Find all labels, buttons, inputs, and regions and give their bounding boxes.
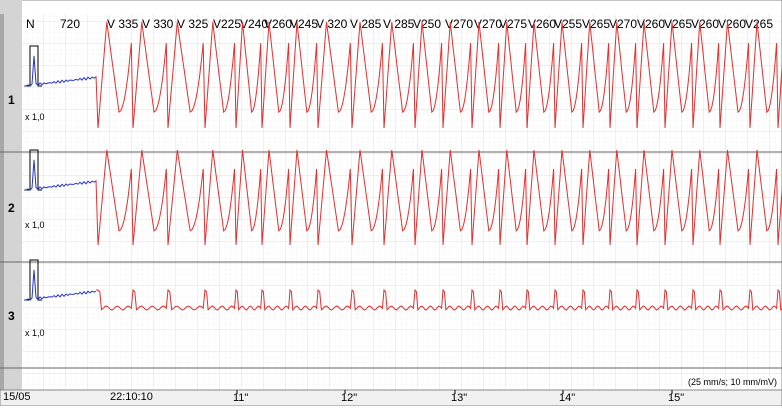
lead-column-edge (0, 14, 4, 390)
second-label: 15" (668, 392, 684, 404)
beat-label: V260 (718, 17, 746, 31)
grid (22, 14, 781, 390)
beat-label: V265 (664, 17, 692, 31)
beat-label: V270 (474, 17, 502, 31)
lead-number: 1 (8, 93, 15, 107)
baseline-trace (24, 159, 97, 191)
lead-gain: x 1,0 (25, 328, 45, 338)
beat-label: V260 (691, 17, 719, 31)
beat-label: V240 (240, 17, 268, 31)
ecg-trace (96, 288, 782, 312)
beat-label: V265 (582, 17, 610, 31)
date: 15/05 (3, 391, 31, 403)
beat-label: V 335 (107, 17, 139, 31)
beat-label: V275 (499, 17, 527, 31)
speed: (25 mm/s; 10 mm/mV) (688, 377, 777, 387)
beat-label: V270 (609, 17, 637, 31)
beat-label: V245 (290, 17, 318, 31)
lead-number: 2 (8, 201, 15, 215)
second-label: 13" (451, 392, 467, 404)
beat-label: V 325 (177, 17, 209, 31)
beat-label: V270 (445, 17, 473, 31)
ecg-trace (95, 21, 782, 129)
beat-label: V265 (745, 17, 773, 31)
beat-label: V260 (528, 17, 556, 31)
baseline-trace (24, 55, 97, 87)
interval-label: 720 (60, 17, 80, 31)
second-label: 11" (233, 392, 248, 404)
ecg-trace (95, 149, 782, 246)
beat-label: V250 (413, 17, 441, 31)
time: 22:10:10 (110, 391, 153, 403)
lead-gain: x 1,0 (25, 220, 45, 230)
beat-label: V 330 (142, 17, 174, 31)
beat-label: V 285 (383, 17, 415, 31)
rhythm-label: N (26, 17, 35, 31)
beat-label: V225 (213, 17, 241, 31)
beat-label: V260 (637, 17, 665, 31)
lead-gain: x 1,0 (25, 112, 45, 122)
beat-label: V255 (554, 17, 582, 31)
beat-label: V 285 (350, 17, 382, 31)
lead-column (0, 0, 22, 390)
beat-label: V260 (264, 17, 292, 31)
baseline-trace (24, 269, 97, 301)
second-label: 14" (559, 392, 575, 404)
lead-number: 3 (8, 309, 15, 323)
beat-label: V 320 (316, 17, 348, 31)
second-label: 12" (341, 392, 357, 404)
